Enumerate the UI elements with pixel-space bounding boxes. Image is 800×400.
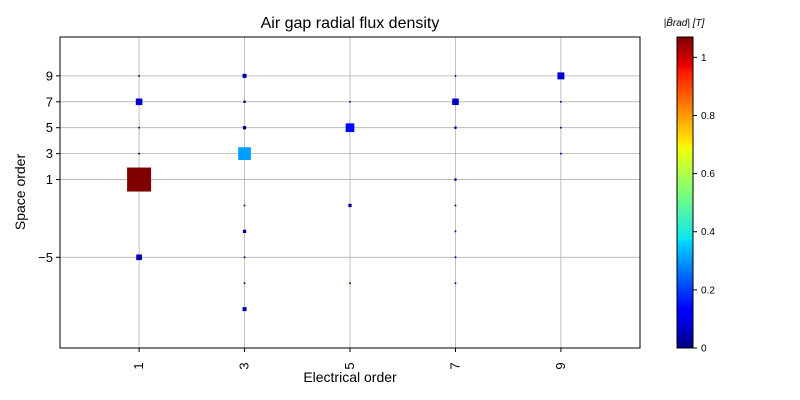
data-point [243,256,246,259]
data-point [138,75,140,77]
y-tick-label: 9 [46,68,53,83]
colorbar-tick-label: 1 [701,53,707,64]
data-point [454,75,457,77]
grid-lines [60,37,640,348]
colorbar-tick-label: 0.4 [701,227,715,238]
data-point [454,126,457,129]
x-axis-label: Electrical order [303,369,397,385]
data-point [560,100,562,103]
colorbar [676,36,694,349]
x-axis-ticks: 1 3 5 7 9 [131,348,568,370]
data-point [452,98,459,106]
data-point [557,72,565,80]
data-point [138,126,140,129]
x-tick-label: 9 [553,362,568,369]
colorbar-tick-label: 0 [701,344,707,355]
colorbar-tick-label: 0.2 [701,285,715,296]
data-point [345,123,355,133]
data-point [127,167,152,192]
colorbar-ticks: 0 0.2 0.4 0.6 0.8 1 [693,53,715,355]
y-tick-label: 7 [46,94,53,109]
y-tick-label: −5 [38,250,53,265]
data-point [242,229,247,234]
y-tick-label: 3 [46,146,53,161]
data-point [454,282,457,285]
data-point [349,100,351,103]
data-point [243,282,246,285]
data-point [138,152,140,155]
y-tick-label: 5 [46,120,53,135]
chart-title: Air gap radial flux density [261,15,440,32]
data-point [454,230,457,233]
data-point [238,147,251,160]
colorbar-tick-label: 0.6 [701,169,715,180]
y-axis-label: Space order [12,154,28,231]
x-tick-label: 3 [237,362,252,369]
data-point [243,100,246,103]
x-tick-label: 5 [342,362,357,369]
data-points [127,72,565,312]
data-point [454,256,457,259]
data-point [242,126,247,130]
x-tick-label: 1 [131,362,146,369]
y-axis-ticks: −5 1 3 5 7 9 [38,68,60,265]
data-point [454,204,457,207]
data-point [243,204,246,207]
data-point [348,203,352,208]
data-point [349,282,351,285]
data-point [242,307,247,312]
data-point [135,98,143,106]
colorbar-label: |B̂rad| [T] [664,15,705,29]
data-point [136,254,142,261]
colorbar-tick-label: 0.8 [701,111,715,122]
data-point [560,126,562,129]
y-tick-label: 1 [46,172,53,187]
data-point [454,178,457,181]
data-point [560,152,562,155]
x-tick-label: 7 [447,362,462,369]
data-point [242,73,247,78]
